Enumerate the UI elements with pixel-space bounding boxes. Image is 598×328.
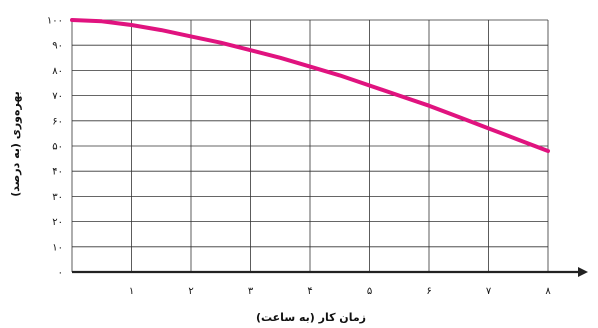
y-tick-label: ۷۰ [52, 91, 63, 102]
x-tick-labels: ۱ ۲ ۳ ۴ ۵ ۶ ۷ ۸ [129, 286, 552, 297]
x-tick-label: ۸ [545, 286, 551, 297]
series-line [70, 18, 550, 153]
x-axis-label: زمان کار (به ساعت) [256, 311, 366, 324]
y-tick-label: ۵۰ [52, 142, 63, 153]
y-tick-label: ۹۰ [52, 41, 63, 52]
y-axis-label: بهره‌وری (به درصد) [9, 91, 22, 196]
x-tick-label: ۵ [367, 286, 372, 297]
x-tick-label: ۴ [307, 286, 312, 297]
y-tick-label: ۰ [58, 268, 63, 279]
grid [71, 19, 549, 272]
y-tick-label: ۶۰ [52, 116, 63, 127]
series-layer [70, 18, 550, 153]
y-tick-label: ۸۰ [52, 66, 63, 77]
y-tick-label: ۱۰ [52, 242, 63, 253]
y-tick-label: ۴۰ [52, 167, 63, 178]
y-tick-label: ۲۰ [52, 217, 63, 228]
x-tick-label: ۳ [248, 286, 254, 297]
y-tick-label: ۱۰۰ [47, 16, 63, 27]
x-tick-label: ۶ [426, 286, 431, 297]
y-tick-labels: ۰ ۱۰ ۲۰ ۳۰ ۴۰ ۵۰ ۶۰ ۷۰ ۸۰ ۹۰ ۱۰۰ [47, 16, 63, 279]
y-tick-label: ۳۰ [52, 192, 63, 203]
x-tick-label: ۷ [486, 286, 492, 297]
x-tick-label: ۲ [188, 286, 193, 297]
x-tick-label: ۱ [129, 286, 134, 297]
